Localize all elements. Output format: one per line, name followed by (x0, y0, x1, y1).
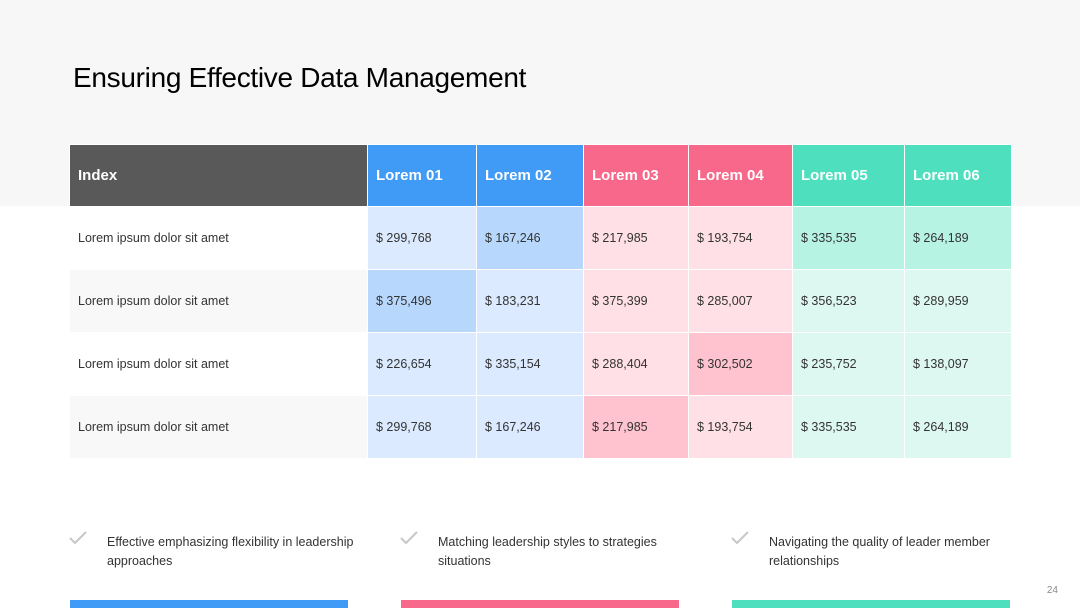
key-point-text: Navigating the quality of leader member … (769, 535, 990, 568)
table-cell: $ 217,985 (583, 206, 689, 270)
table-cell: $ 335,154 (476, 332, 584, 396)
key-points: Effective emphasizing flexibility in lea… (0, 530, 1080, 590)
accent-bar-blue (70, 600, 348, 608)
key-point-text: Matching leadership styles to strategies… (438, 535, 657, 568)
row-label: Lorem ipsum dolor sit amet (69, 332, 368, 396)
header-lorem-04: Lorem 04 (688, 144, 793, 207)
row-label: Lorem ipsum dolor sit amet (69, 206, 368, 270)
header-lorem-05: Lorem 05 (792, 144, 905, 207)
table-cell: $ 193,754 (688, 395, 793, 459)
table-cell: $ 235,752 (792, 332, 905, 396)
table-cell: $ 375,496 (367, 269, 477, 333)
table-cell: $ 264,189 (904, 206, 1012, 270)
table-row: Lorem ipsum dolor sit amet $ 375,496 $ 1… (69, 269, 1012, 333)
table-row: Lorem ipsum dolor sit amet $ 299,768 $ 1… (69, 395, 1012, 459)
check-icon (69, 531, 87, 545)
table-cell: $ 299,768 (367, 395, 477, 459)
table-cell: $ 285,007 (688, 269, 793, 333)
check-icon (400, 531, 418, 545)
key-point-text: Effective emphasizing flexibility in lea… (107, 535, 354, 568)
table-cell: $ 167,246 (476, 206, 584, 270)
accent-bar-pink (401, 600, 679, 608)
page-number: 24 (1046, 585, 1058, 596)
check-icon (731, 531, 749, 545)
table-cell: $ 138,097 (904, 332, 1012, 396)
table-cell: $ 356,523 (792, 269, 905, 333)
table-cell: $ 289,959 (904, 269, 1012, 333)
table-cell: $ 193,754 (688, 206, 793, 270)
row-label: Lorem ipsum dolor sit amet (69, 269, 368, 333)
header-lorem-02: Lorem 02 (476, 144, 584, 207)
header-lorem-06: Lorem 06 (904, 144, 1012, 207)
table-row: Lorem ipsum dolor sit amet $ 226,654 $ 3… (69, 332, 1012, 396)
table-header-row: Index Lorem 01 Lorem 02 Lorem 03 Lorem 0… (69, 144, 1012, 207)
table-cell: $ 167,246 (476, 395, 584, 459)
table-cell: $ 335,535 (792, 206, 905, 270)
table-cell: $ 288,404 (583, 332, 689, 396)
table-cell: $ 302,502 (688, 332, 793, 396)
table-cell: $ 217,985 (583, 395, 689, 459)
table-cell: $ 183,231 (476, 269, 584, 333)
table-cell: $ 264,189 (904, 395, 1012, 459)
table-row: Lorem ipsum dolor sit amet $ 299,768 $ 1… (69, 206, 1012, 270)
slide-title: Ensuring Effective Data Management (73, 62, 527, 93)
table-cell: $ 335,535 (792, 395, 905, 459)
header-lorem-01: Lorem 01 (367, 144, 477, 207)
row-label: Lorem ipsum dolor sit amet (69, 395, 368, 459)
accent-bar-green (732, 600, 1010, 608)
header-index: Index (69, 144, 368, 207)
table-cell: $ 375,399 (583, 269, 689, 333)
table-cell: $ 226,654 (367, 332, 477, 396)
header-lorem-03: Lorem 03 (583, 144, 689, 207)
data-table: Index Lorem 01 Lorem 02 Lorem 03 Lorem 0… (69, 144, 1012, 459)
table-cell: $ 299,768 (367, 206, 477, 270)
